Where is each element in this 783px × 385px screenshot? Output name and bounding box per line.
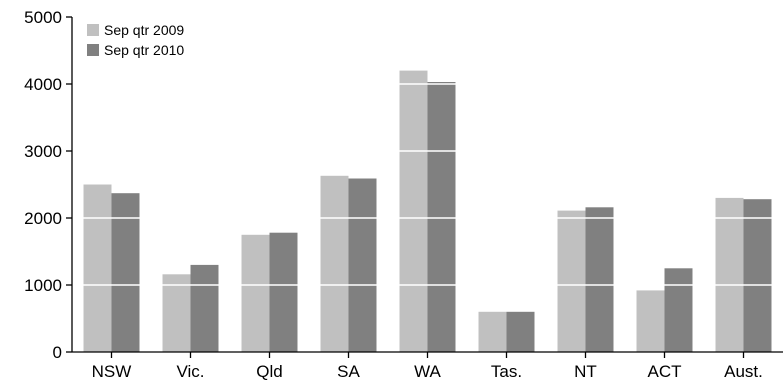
legend: Sep qtr 2009 Sep qtr 2010 [87,22,184,58]
x-tick-label: SA [337,362,360,381]
bar-sa-series-1 [320,175,349,352]
bar-vic-series-2 [190,264,219,352]
bar-sa-series-2 [348,178,377,352]
legend-label-series-1: Sep qtr 2009 [104,22,184,38]
x-tick-label: WA [414,362,441,381]
bar-nt-series-1 [557,210,586,352]
x-tick-label: ACT [648,362,682,381]
y-tick-label: 2000 [24,209,62,228]
bars-group [83,70,772,353]
bar-act-series-2 [664,268,693,353]
bar-aust-series-2 [743,199,772,352]
y-ticks-group: 0 1000 2000 3000 4000 5000 [24,8,72,362]
bar-nsw-series-2 [111,193,140,352]
bar-act-series-1 [636,290,665,352]
bar-aust-series-1 [715,197,744,352]
bar-nsw-series-1 [83,184,112,352]
y-tick-label: 3000 [24,142,62,161]
gridlines-group [73,16,783,286]
x-tick-label: Tas. [491,362,522,381]
legend-swatch-series-1 [87,24,99,36]
bar-wa-series-1 [399,70,428,352]
y-tick-label: 4000 [24,75,62,94]
bar-tas-series-2 [506,311,535,352]
bar-qld-series-2 [269,232,298,352]
bar-wa-series-2 [427,82,456,352]
legend-label-series-2: Sep qtr 2010 [104,42,184,58]
y-tick-label: 0 [53,343,62,362]
bar-nt-series-2 [585,207,614,352]
x-tick-label: NSW [92,362,132,381]
x-tick-label: NT [574,362,597,381]
legend-swatch-series-2 [87,44,99,56]
bar-qld-series-1 [241,234,270,353]
bar-vic-series-1 [162,274,191,352]
x-tick-label: Vic. [176,362,204,381]
x-ticks-group: NSW Vic. Qld SA WA Tas. NT ACT Aust. [92,352,763,381]
x-tick-label: Qld [256,362,282,381]
y-tick-label: 5000 [24,8,62,27]
x-tick-label: Aust. [724,362,763,381]
y-tick-label: 1000 [24,276,62,295]
bar-tas-series-1 [478,311,507,352]
